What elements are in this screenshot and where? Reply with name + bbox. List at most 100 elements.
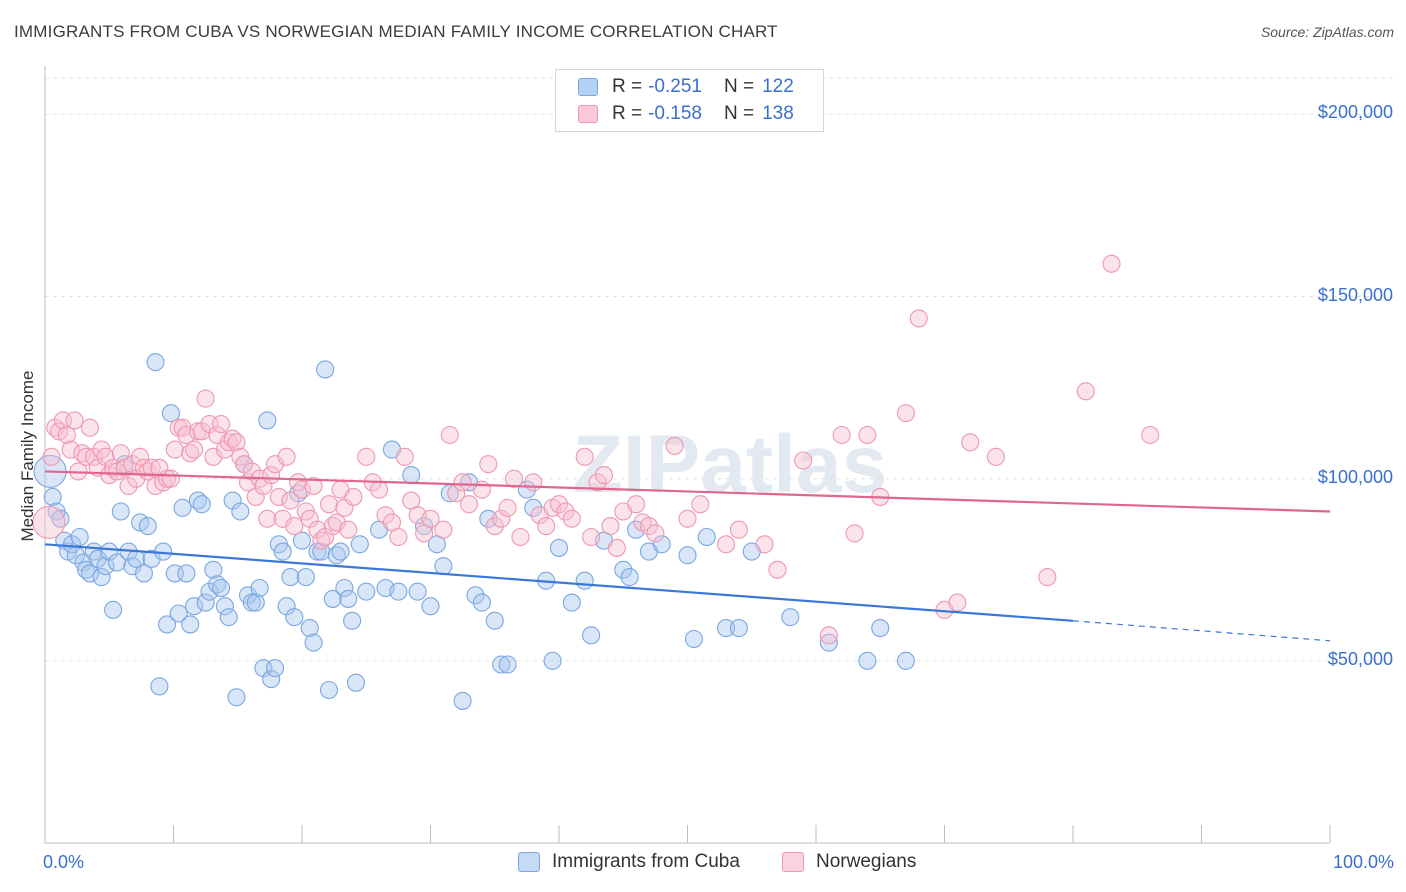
data-point — [485, 611, 504, 630]
x-tick-label-start: 0.0% — [43, 852, 85, 872]
data-point — [1102, 254, 1121, 273]
data-point — [173, 498, 192, 517]
data-point — [123, 455, 142, 474]
data-point — [196, 593, 215, 612]
data-point — [211, 578, 231, 598]
data-point — [196, 389, 215, 408]
data-point — [357, 447, 376, 466]
data-point — [871, 619, 890, 638]
legend-n-label: N = — [723, 76, 755, 97]
data-point — [165, 440, 184, 459]
y-tick-label: $50,000 — [1327, 648, 1393, 669]
bottom-legend-cuba: Immigrants from Cuba — [518, 851, 740, 873]
data-point — [219, 608, 238, 627]
data-point — [440, 425, 459, 445]
data-point — [909, 309, 928, 328]
data-point — [319, 495, 339, 514]
data-point — [832, 425, 851, 445]
data-point — [716, 535, 736, 554]
data-point — [258, 411, 277, 430]
data-point — [262, 670, 281, 689]
data-point — [504, 469, 524, 488]
data-point — [755, 535, 774, 554]
data-point — [269, 487, 288, 506]
bottom-legend-norwegians: Norwegians — [782, 851, 916, 873]
data-point — [562, 593, 581, 612]
data-point — [150, 677, 169, 696]
data-point — [308, 542, 327, 561]
data-point — [273, 509, 292, 528]
data-point — [1038, 568, 1057, 587]
data-point — [292, 480, 312, 499]
data-point — [146, 353, 165, 372]
legend-row-norwegians: R = -0.158 N = 138 — [578, 102, 794, 126]
data-point — [1141, 425, 1160, 445]
data-point — [620, 568, 639, 587]
data-point — [343, 611, 362, 630]
data-point — [781, 608, 800, 627]
data-point — [794, 451, 813, 470]
data-point — [285, 517, 304, 536]
data-point — [614, 560, 633, 579]
data-point — [250, 578, 269, 598]
data-point — [138, 517, 157, 536]
data-point — [575, 571, 594, 590]
data-point — [296, 568, 315, 587]
data-point — [323, 589, 342, 608]
data-point — [652, 535, 671, 554]
data-point — [498, 498, 517, 517]
data-point — [524, 473, 543, 492]
data-point — [370, 480, 389, 499]
legend-swatch-cuba — [578, 78, 598, 96]
data-point — [265, 455, 285, 474]
y-axis-title: Median Family Income — [18, 370, 37, 542]
data-point — [77, 447, 96, 466]
data-point — [601, 517, 620, 536]
source-label: Source: ZipAtlas.com — [1260, 24, 1394, 40]
data-point — [408, 582, 427, 601]
data-point — [961, 433, 980, 452]
data-point — [258, 509, 277, 528]
data-point — [678, 509, 697, 528]
data-point — [177, 425, 196, 445]
data-point — [277, 447, 296, 466]
data-point — [511, 527, 530, 547]
trend-line — [44, 470, 1331, 513]
data-point — [415, 517, 434, 536]
data-point — [161, 469, 180, 488]
data-point — [335, 578, 354, 598]
data-point — [344, 487, 363, 506]
data-point — [331, 542, 350, 561]
data-point — [434, 520, 453, 539]
data-point — [479, 509, 498, 528]
y-tick-label: $150,000 — [1317, 284, 1393, 305]
data-point — [204, 560, 223, 579]
data-point — [339, 520, 358, 539]
data-point — [421, 597, 440, 616]
legend-r-value: -0.158 — [648, 103, 702, 124]
data-point — [549, 538, 569, 557]
data-point — [588, 473, 607, 492]
data-point — [111, 444, 130, 463]
data-point — [646, 524, 665, 543]
data-point — [96, 557, 115, 576]
bottom-legend-label-cuba: Immigrants from Cuba — [552, 851, 740, 872]
data-point — [639, 517, 659, 536]
data-point — [453, 691, 472, 710]
data-point — [395, 447, 414, 466]
data-point — [235, 455, 254, 474]
data-point — [691, 495, 710, 514]
chart-title: IMMIGRANTS FROM CUBA VS NORWEGIAN MEDIAN… — [14, 22, 778, 41]
data-point — [948, 593, 967, 612]
data-point — [80, 564, 100, 583]
data-point — [200, 582, 219, 601]
data-point — [61, 440, 80, 459]
y-tick-label: $100,000 — [1317, 466, 1393, 487]
data-point — [111, 502, 130, 521]
data-point — [819, 633, 838, 652]
data-point — [65, 411, 84, 430]
data-point — [543, 651, 562, 670]
data-point — [281, 491, 300, 510]
data-point — [312, 542, 331, 561]
data-point — [858, 425, 877, 445]
